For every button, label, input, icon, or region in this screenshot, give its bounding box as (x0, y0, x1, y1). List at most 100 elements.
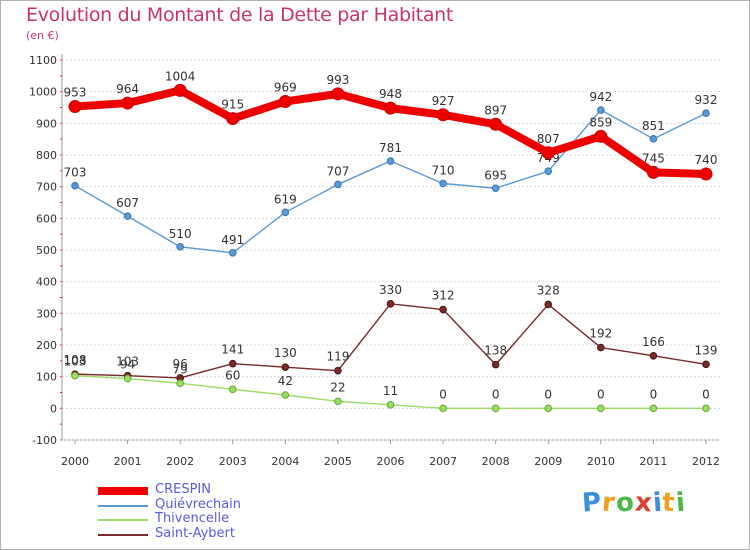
legend-item: Thivencelle (98, 511, 338, 527)
y-tick-label: 800 (36, 149, 57, 162)
data-point (702, 404, 710, 413)
data-point (71, 181, 79, 190)
legend-label: Saint-Aybert (155, 525, 235, 541)
proxiti-logo: Proxiti (581, 487, 687, 519)
chart-subtitle: (en €) (26, 29, 59, 42)
data-label: 491 (221, 233, 244, 247)
data-point (702, 360, 710, 369)
data-label: 781 (379, 141, 402, 155)
data-point (436, 108, 450, 122)
logo-letter: o (614, 487, 636, 519)
data-label: 510 (169, 227, 192, 241)
data-label: 897 (484, 103, 507, 117)
x-tick-label: 2007 (429, 455, 457, 468)
data-label: 328 (537, 283, 560, 297)
legend-swatch (98, 504, 148, 507)
data-point (597, 404, 605, 413)
data-label: 0 (492, 387, 500, 401)
data-point (334, 366, 342, 375)
x-tick-label: 2001 (114, 455, 142, 468)
data-point (649, 404, 658, 413)
x-tick-label: 2000 (61, 455, 89, 468)
legend-item: Saint-Aybert (98, 525, 338, 542)
data-label: 915 (221, 98, 244, 112)
data-label: 1004 (165, 69, 196, 83)
data-point (439, 305, 447, 314)
data-label: 330 (379, 283, 402, 297)
y-tick-label: 300 (36, 307, 57, 320)
data-label: 108 (64, 353, 87, 367)
chart-title: Evolution du Montant de la Dette par Hab… (26, 4, 454, 26)
data-label: 141 (221, 343, 244, 357)
x-tick-label: 2009 (534, 455, 562, 468)
y-tick-label: 400 (36, 276, 57, 289)
data-label: 11 (383, 384, 398, 398)
x-tick-label: 2005 (324, 455, 352, 468)
data-point (491, 404, 500, 413)
data-label: 703 (64, 166, 87, 180)
data-point (121, 96, 135, 110)
data-point (646, 165, 660, 179)
data-point (281, 391, 290, 399)
data-point (386, 300, 395, 308)
data-label: 130 (274, 346, 297, 360)
data-point (649, 135, 658, 143)
legend-label: Thivencelle (155, 511, 230, 526)
y-tick-label: 900 (36, 117, 57, 130)
data-point (281, 363, 290, 371)
data-label: 312 (432, 289, 455, 303)
data-point (176, 379, 184, 388)
data-label: 953 (64, 86, 87, 100)
data-point (226, 112, 240, 126)
series-line-saint-aybert (74, 303, 707, 379)
data-label: 103 (116, 355, 139, 369)
legend-swatch (98, 519, 148, 521)
data-label: 96 (173, 357, 188, 371)
data-label: 619 (274, 192, 297, 206)
data-point (541, 146, 555, 160)
data-label: 964 (116, 82, 139, 96)
data-point (597, 343, 605, 352)
x-tick-label: 2006 (377, 455, 405, 468)
data-label: 807 (537, 132, 560, 146)
data-point (491, 184, 500, 193)
x-tick-label: 2003 (219, 455, 247, 468)
data-point (384, 101, 397, 115)
data-label: 927 (432, 94, 455, 108)
legend-label: CRESPIN (155, 482, 211, 497)
data-label: 948 (379, 87, 402, 101)
y-tick-label: 1000 (29, 86, 57, 99)
y-tick-label: 0 (50, 402, 57, 415)
data-point (334, 397, 342, 406)
data-point (281, 208, 290, 217)
x-tick-label: 2008 (482, 455, 510, 468)
data-label: 710 (432, 164, 455, 178)
data-label: 993 (326, 73, 349, 87)
legend-label: Quiévrechain (155, 496, 242, 512)
data-label: 0 (544, 387, 552, 401)
data-point (386, 157, 395, 165)
data-point (123, 374, 132, 383)
data-point (68, 100, 82, 114)
data-point (594, 129, 608, 143)
data-point (173, 83, 187, 97)
data-point (123, 212, 132, 220)
data-label: 0 (597, 387, 605, 401)
x-tick-label: 2004 (271, 455, 299, 468)
data-point (489, 117, 503, 131)
data-label: 139 (695, 343, 718, 357)
data-label: 60 (225, 368, 240, 382)
data-label: 942 (589, 90, 612, 104)
data-label: 859 (589, 115, 612, 129)
data-point (334, 180, 342, 189)
data-point (228, 249, 237, 257)
data-point (439, 404, 447, 413)
data-point (491, 360, 500, 369)
data-label: 851 (642, 119, 665, 133)
legend-swatch (98, 487, 148, 495)
data-point (544, 404, 553, 413)
data-point (439, 179, 447, 188)
data-point (699, 167, 713, 181)
data-label: 119 (326, 350, 349, 364)
